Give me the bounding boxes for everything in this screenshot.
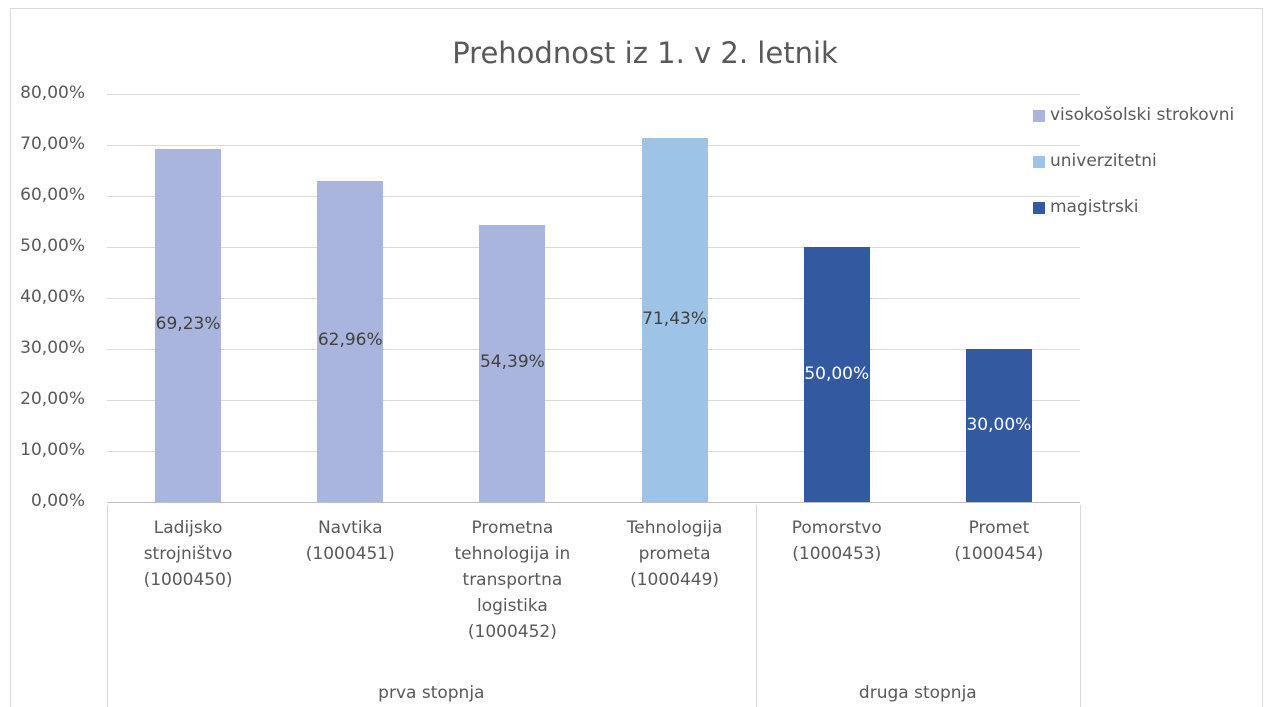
grid-line — [107, 400, 1080, 401]
y-tick-label: 40,00% — [20, 287, 85, 307]
data-label: 54,39% — [479, 352, 545, 373]
chart-title: Prehodnost iz 1. v 2. letnik — [452, 36, 838, 70]
y-tick-label: 10,00% — [20, 440, 85, 460]
group-label: prva stopnja — [378, 683, 485, 703]
data-label: 50,00% — [804, 363, 870, 384]
group-separator — [1080, 505, 1081, 707]
group-label: druga stopnja — [858, 683, 977, 703]
bar — [317, 180, 384, 502]
y-tick-label: 50,00% — [20, 236, 85, 256]
bar — [479, 224, 546, 502]
grid-line — [107, 247, 1080, 248]
x-tick-label: Pomorstvo (1000453) — [791, 518, 882, 564]
y-tick-label: 60,00% — [20, 185, 85, 205]
y-tick-label: 20,00% — [20, 389, 85, 409]
bar — [965, 349, 1032, 502]
grid-line — [107, 94, 1080, 95]
x-tick-label: Promet (1000454) — [954, 518, 1044, 564]
bar — [155, 148, 222, 502]
legend-swatch — [1033, 202, 1045, 214]
bar — [641, 137, 708, 502]
legend-swatch — [1033, 110, 1045, 122]
y-tick-label: 70,00% — [20, 134, 85, 154]
data-label: 62,96% — [317, 330, 383, 351]
legend-label: univerzitetni — [1050, 151, 1157, 171]
y-tick-label: 30,00% — [20, 338, 85, 358]
data-label: 69,23% — [155, 314, 221, 335]
group-separator — [107, 505, 108, 707]
legend-label: visokošolski strokovni — [1050, 105, 1235, 125]
x-tick-label: Prometna tehnologija in transportna logi… — [454, 518, 571, 642]
y-tick-label: 80,00% — [20, 83, 85, 103]
x-tick-label: Navtika (1000451) — [305, 518, 395, 564]
x-tick-label: Tehnologija prometa (1000449) — [626, 518, 723, 590]
grid-line — [107, 145, 1080, 146]
bar — [803, 247, 870, 502]
chart-border — [10, 8, 1263, 707]
grid-line — [107, 196, 1080, 197]
grid-line — [107, 298, 1080, 299]
y-tick-label: 0,00% — [30, 491, 85, 511]
grid-line — [107, 349, 1080, 350]
x-tick-label: Ladijsko strojništvo (1000450) — [143, 518, 233, 590]
x-axis-line — [107, 502, 1080, 503]
group-separator — [755, 505, 757, 707]
legend-label: magistrski — [1050, 197, 1139, 217]
data-label: 71,43% — [642, 308, 707, 329]
grid-line — [107, 451, 1080, 452]
data-label: 30,00% — [966, 414, 1032, 435]
legend-swatch — [1033, 156, 1045, 168]
